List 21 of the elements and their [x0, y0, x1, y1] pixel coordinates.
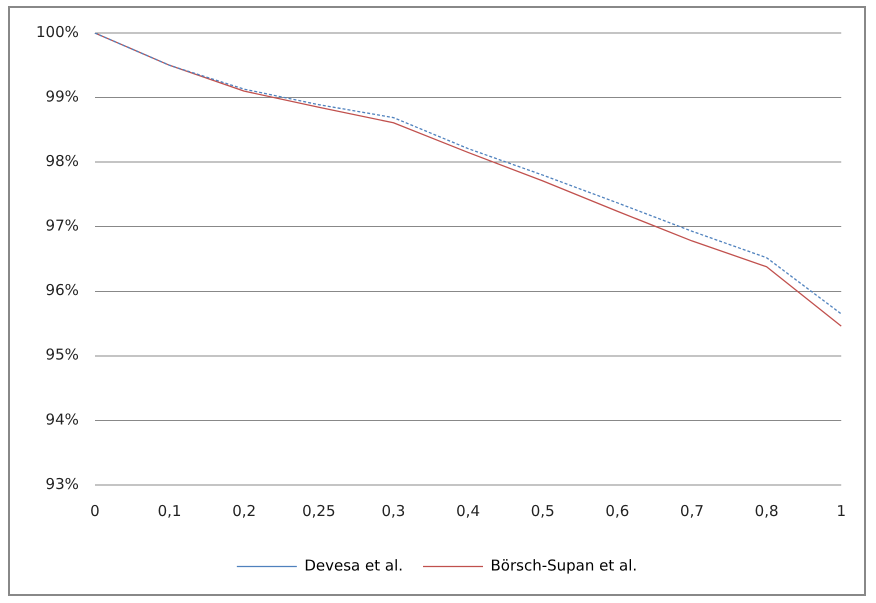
- legend-label: Devesa et al.: [304, 556, 404, 574]
- x-tick-label: 0,3: [381, 502, 406, 520]
- y-tick-label: 98%: [46, 152, 79, 170]
- y-tick-label: 97%: [46, 216, 79, 235]
- x-tick-label: 0,4: [456, 502, 480, 520]
- y-tick-label: 94%: [46, 410, 79, 428]
- x-tick-label: 0,8: [754, 502, 779, 520]
- legend-label: Börsch-Supan et al.: [490, 556, 638, 574]
- y-tick-label: 99%: [46, 87, 79, 106]
- y-tick-label: 100%: [36, 22, 79, 41]
- x-tick-label: 0,1: [158, 502, 182, 520]
- y-tick-label: 95%: [46, 346, 79, 364]
- y-tick-label: 93%: [46, 474, 79, 493]
- x-tick-label: 0: [90, 502, 100, 520]
- x-tick-label: 0,5: [530, 502, 555, 520]
- x-tick-label: 1: [836, 502, 846, 520]
- x-tick-label: 0,2: [232, 502, 256, 520]
- x-tick-label: 0,6: [605, 502, 630, 520]
- y-tick-label: 96%: [46, 281, 79, 300]
- x-tick-label: 0,7: [680, 502, 704, 520]
- x-tick-label: 0,25: [302, 502, 336, 520]
